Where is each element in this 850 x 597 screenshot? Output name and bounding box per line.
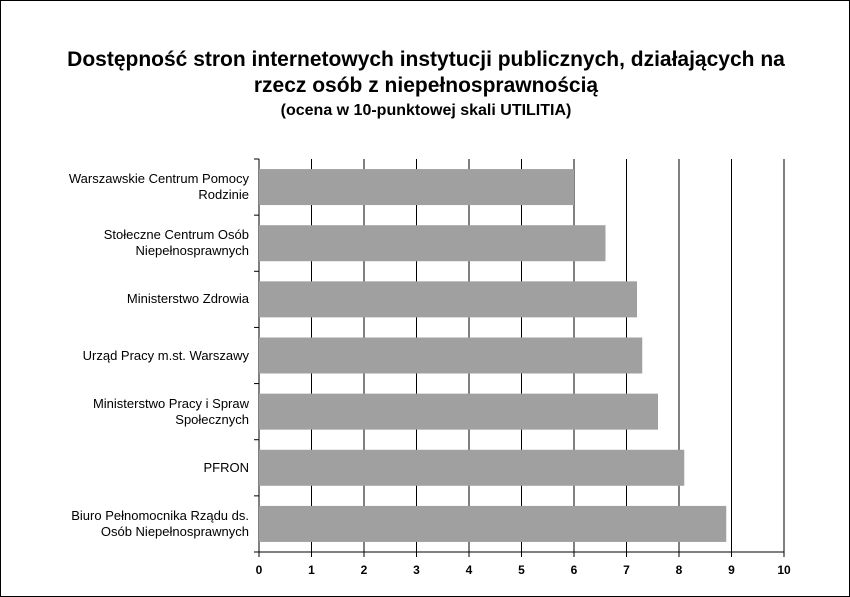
y-tick-label: Ministerstwo Zdrowia: [126, 291, 249, 307]
x-tick-label: 10: [777, 563, 791, 577]
x-tick-label: 5: [518, 563, 525, 577]
chart-subtitle: (ocena w 10-punktowej skali UTILITIA): [280, 102, 572, 119]
y-tick-label: Ministerstwo Pracy i Spraw Społecznych: [92, 395, 249, 427]
bar: [259, 393, 658, 430]
x-tick-label: 8: [676, 563, 683, 577]
bar: [259, 281, 637, 318]
bar: [259, 337, 643, 374]
x-tick-label: 1: [308, 563, 315, 577]
bar: [259, 505, 727, 542]
x-tick-label: 9: [728, 563, 735, 577]
x-tick-label: 4: [466, 563, 473, 577]
bar: [259, 449, 685, 486]
y-tick-label: Stołeczne Centrum Osób Niepełnosprawnych: [103, 227, 249, 259]
x-tick-label: 2: [361, 563, 368, 577]
x-tick-label: 3: [413, 563, 420, 577]
bar: [259, 169, 574, 206]
y-tick-label: Urząd Pracy m.st. Warszawy: [82, 347, 249, 363]
x-tick-label: 6: [571, 563, 578, 577]
x-tick-label: 7: [623, 563, 630, 577]
y-tick-label: PFRON: [203, 459, 250, 475]
bar: [259, 225, 606, 262]
y-tick-label: Warszawskie Centrum Pomocy Rodzinie: [68, 171, 249, 203]
x-tick-label: 0: [256, 563, 263, 577]
y-tick-label: Biuro Pełnomocnika Rządu ds. Osób Niepeł…: [71, 507, 249, 539]
chart-title: Dostępność stron internetowych instytucj…: [67, 48, 785, 97]
